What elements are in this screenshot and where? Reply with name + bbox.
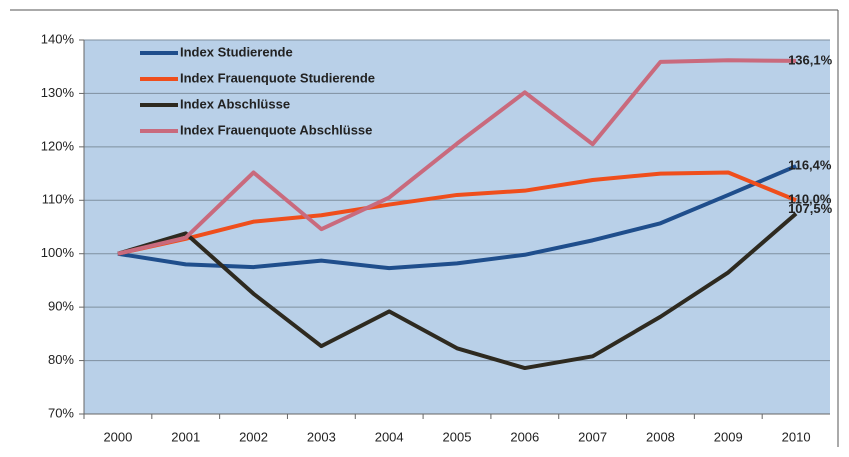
x-tick-label: 2004 [375, 429, 404, 444]
series-line [117, 170, 797, 256]
x-tick-label: 2008 [646, 429, 675, 444]
legend-label: Index Frauenquote Studierende [180, 70, 375, 85]
x-tick-label: 2001 [171, 429, 200, 444]
series-line [117, 164, 797, 271]
x-tick-label: 2007 [578, 429, 607, 444]
value-label: 116,4% [788, 158, 832, 173]
x-tick-label: 2000 [103, 429, 132, 444]
x-tick-label: 2006 [510, 429, 539, 444]
legend-label: Index Abschlüsse [180, 96, 290, 111]
x-tick-label: 2010 [782, 429, 811, 444]
x-tick-label: 2003 [307, 429, 336, 444]
y-tick-label: 100% [41, 245, 75, 260]
plot-area [84, 40, 830, 414]
x-tick-label: 2005 [443, 429, 472, 444]
legend-label: Index Frauenquote Abschlüsse [180, 122, 372, 137]
series-line [117, 212, 798, 371]
y-tick-label: 90% [48, 299, 74, 314]
y-tick-label: 140% [41, 31, 75, 46]
legend-label: Index Studierende [180, 44, 293, 59]
x-tick-label: 2002 [239, 429, 268, 444]
value-label: 136,1% [788, 52, 833, 67]
value-label: 110,0% [788, 192, 832, 207]
y-tick-label: 130% [41, 85, 75, 100]
series-line [117, 58, 797, 256]
y-tick-label: 110% [42, 192, 75, 207]
y-tick-label: 80% [48, 352, 74, 367]
y-tick-label: 70% [48, 405, 74, 420]
x-tick-label: 2009 [714, 429, 743, 444]
y-tick-label: 120% [41, 138, 75, 153]
value-label: 107,5% [788, 201, 833, 216]
